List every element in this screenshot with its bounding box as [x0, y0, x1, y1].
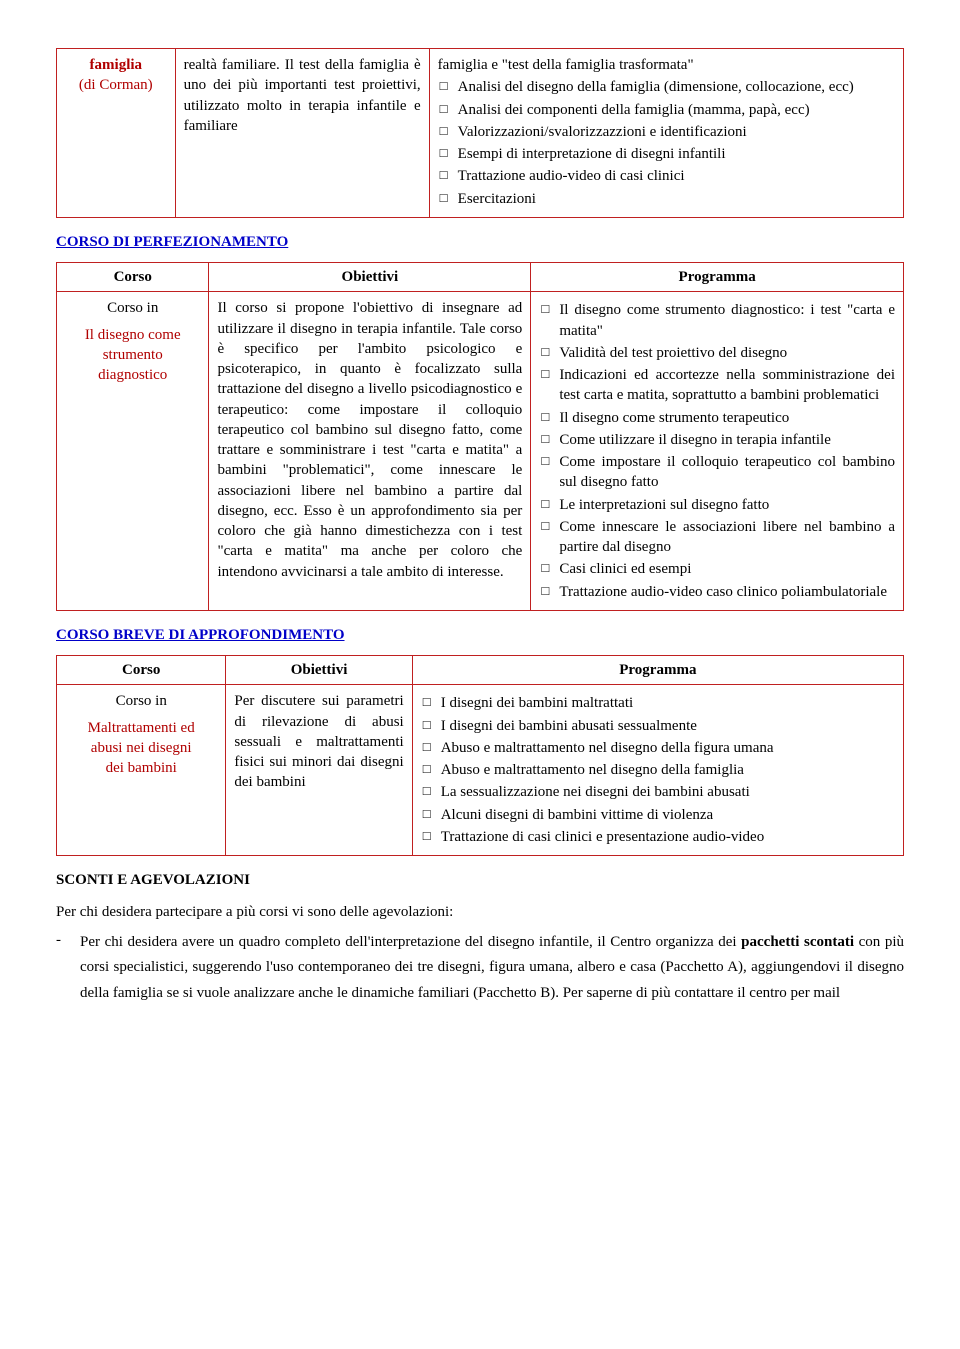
table1-intro: famiglia e "test della famiglia trasform…: [438, 55, 895, 75]
list-item: Validità del test proiettivo del disegno: [539, 343, 895, 363]
table-perfezionamento: Corso Obiettivi Programma Corso in Il di…: [56, 262, 904, 611]
table-famiglia: famiglia (di Corman) realtà familiare. I…: [56, 48, 904, 218]
course-name: famiglia: [90, 57, 143, 73]
table1-col0: famiglia (di Corman): [57, 49, 176, 218]
list-item: Valorizzazioni/svalorizzazzioni e identi…: [438, 122, 895, 142]
course-title-line4: diagnostico: [65, 365, 200, 385]
th-programma: Programma: [531, 263, 904, 292]
th-corso-3: Corso: [57, 656, 226, 685]
list-item: Esercitazioni: [438, 189, 895, 209]
list-item: Come innescare le associazioni libere ne…: [539, 517, 895, 558]
table1-objective: realtà familiare. Il test della famiglia…: [184, 57, 421, 134]
dash-pre: Per chi desidera avere un quadro complet…: [80, 934, 741, 950]
sconti-intro: Per chi desidera partecipare a più corsi…: [56, 900, 904, 926]
list-item: Come impostare il colloquio terapeutico …: [539, 452, 895, 493]
course3-line4: dei bambini: [65, 758, 217, 778]
table2-objective: Il corso si propone l'obiettivo di inseg…: [217, 300, 522, 579]
dash-bold: pacchetti scontati: [741, 934, 854, 950]
table1-col1: realtà familiare. Il test della famiglia…: [175, 49, 429, 218]
table2-col1: Il corso si propone l'obiettivo di inseg…: [209, 292, 531, 611]
list-item: Il disegno come strumento terapeutico: [539, 408, 895, 428]
heading-sconti: SCONTI E AGEVOLAZIONI: [56, 870, 904, 890]
th-obiettivi: Obiettivi: [209, 263, 531, 292]
list-item: Indicazioni ed accortezze nella somminis…: [539, 365, 895, 406]
table3-objective: Per discutere sui parametri di rilevazio…: [234, 693, 403, 790]
list-item: Trattazione di casi clinici e presentazi…: [421, 827, 895, 847]
list-item: Abuso e maltrattamento nel disegno della…: [421, 738, 895, 758]
dash-marker: -: [56, 930, 80, 1007]
course3-line3: abusi nei disegni: [65, 738, 217, 758]
list-item: Casi clinici ed esempi: [539, 559, 895, 579]
corso-in-label: Corso in: [107, 300, 158, 316]
list-item: Il disegno come strumento diagnostico: i…: [539, 300, 895, 341]
course-title-line2: Il disegno come: [65, 325, 200, 345]
list-item: I disegni dei bambini abusati sessualmen…: [421, 716, 895, 736]
list-item: Trattazione audio-video di casi clinici: [438, 166, 895, 186]
list-item: Abuso e maltrattamento nel disegno della…: [421, 760, 895, 780]
course-sub: (di Corman): [79, 77, 153, 93]
heading-approfondimento: CORSO BREVE DI APPROFONDIMENTO: [56, 625, 904, 645]
course3-line2: Maltrattamenti ed: [65, 718, 217, 738]
course-title-line3: strumento: [65, 345, 200, 365]
list-item: I disegni dei bambini maltrattati: [421, 693, 895, 713]
table3-program-list: I disegni dei bambini maltrattati I diseg…: [421, 693, 895, 847]
table1-col2: famiglia e "test della famiglia trasform…: [429, 49, 903, 218]
table3-col0: Corso in Maltrattamenti ed abusi nei dis…: [57, 685, 226, 856]
sconti-dash-text: Per chi desidera avere un quadro complet…: [80, 930, 904, 1007]
sconti-dash-item: - Per chi desidera avere un quadro compl…: [56, 930, 904, 1007]
list-item: Analisi dei componenti della famiglia (m…: [438, 100, 895, 120]
list-item: Come utilizzare il disegno in terapia in…: [539, 430, 895, 450]
heading-perfezionamento: CORSO DI PERFEZIONAMENTO: [56, 232, 904, 252]
list-item: Trattazione audio-video caso clinico pol…: [539, 582, 895, 602]
list-item: Alcuni disegni di bambini vittime di vio…: [421, 805, 895, 825]
th-programma-3: Programma: [412, 656, 903, 685]
table3-col2: I disegni dei bambini maltrattati I diseg…: [412, 685, 903, 856]
th-obiettivi-3: Obiettivi: [226, 656, 412, 685]
list-item: Analisi del disegno della famiglia (dime…: [438, 77, 895, 97]
list-item: La sessualizzazione nei disegni dei bamb…: [421, 782, 895, 802]
list-item: Esempi di interpretazione di disegni inf…: [438, 144, 895, 164]
corso-in-label-3: Corso in: [116, 693, 167, 709]
table2-col2: Il disegno come strumento diagnostico: i…: [531, 292, 904, 611]
table2-col0: Corso in Il disegno come strumento diagn…: [57, 292, 209, 611]
table-approfondimento: Corso Obiettivi Programma Corso in Maltr…: [56, 655, 904, 856]
table1-program-list: Analisi del disegno della famiglia (dime…: [438, 77, 895, 209]
table2-program-list: Il disegno come strumento diagnostico: i…: [539, 300, 895, 602]
table3-col1: Per discutere sui parametri di rilevazio…: [226, 685, 412, 856]
th-corso: Corso: [57, 263, 209, 292]
list-item: Le interpretazioni sul disegno fatto: [539, 495, 895, 515]
